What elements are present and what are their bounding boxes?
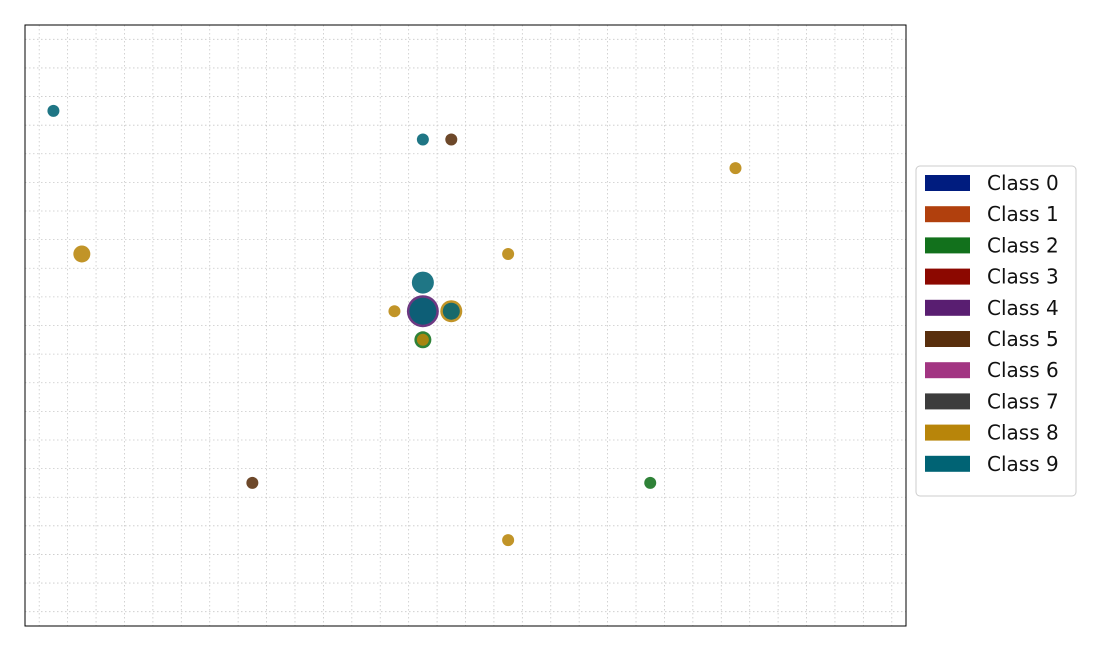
legend-swatch-class-2 bbox=[925, 237, 970, 254]
legend-swatch-class-6 bbox=[925, 362, 970, 379]
scatter-point-class-8 bbox=[388, 305, 401, 318]
legend-label-class-5: Class 5 bbox=[987, 327, 1059, 351]
legend-swatch-class-4 bbox=[925, 299, 970, 316]
scatter-point-class-8 bbox=[73, 245, 91, 263]
legend-swatch-class-9 bbox=[925, 455, 970, 472]
scatter-point-class-9 bbox=[442, 302, 460, 320]
legend-swatch-class-5 bbox=[925, 331, 970, 347]
legend-label-class-6: Class 6 bbox=[987, 358, 1059, 382]
legend-swatch-class-8 bbox=[925, 424, 970, 441]
legend-label-class-4: Class 4 bbox=[987, 296, 1059, 320]
scatter-point-class-9 bbox=[416, 133, 429, 146]
grid bbox=[25, 25, 906, 626]
legend-swatch-class-0 bbox=[925, 175, 970, 191]
scatter-point-class-5 bbox=[445, 133, 458, 146]
legend-label-class-9: Class 9 bbox=[987, 452, 1059, 476]
legend-label-class-2: Class 2 bbox=[987, 233, 1059, 257]
legend-label-class-3: Class 3 bbox=[987, 265, 1059, 289]
scatter-point-class-8 bbox=[502, 534, 515, 547]
scatter-point-class-8 bbox=[502, 247, 515, 260]
data-points bbox=[47, 104, 742, 547]
scatter-point-class-9 bbox=[411, 271, 434, 294]
plot-frame bbox=[24, 24, 907, 627]
legend-label-class-8: Class 8 bbox=[987, 421, 1059, 445]
scatter-point-class-5 bbox=[246, 476, 259, 489]
legend-swatch-class-7 bbox=[925, 393, 970, 410]
legend: Class 0 Class 1 Class 2 Class 3 Class 4 Class… bbox=[915, 165, 1077, 497]
legend-label-class-1: Class 1 bbox=[987, 202, 1059, 226]
legend-swatch-class-1 bbox=[925, 206, 970, 223]
scatter-point-class-9 bbox=[409, 297, 437, 325]
scatter-point-class-8 bbox=[729, 162, 742, 175]
scatter-point-class-2 bbox=[644, 476, 657, 489]
scatter-point-class-8 bbox=[416, 333, 429, 346]
legend-label-class-7: Class 7 bbox=[987, 389, 1059, 413]
legend-swatch-class-3 bbox=[925, 268, 970, 285]
scatter-point-class-9 bbox=[47, 104, 60, 117]
legend-label-class-0: Class 0 bbox=[987, 171, 1059, 195]
